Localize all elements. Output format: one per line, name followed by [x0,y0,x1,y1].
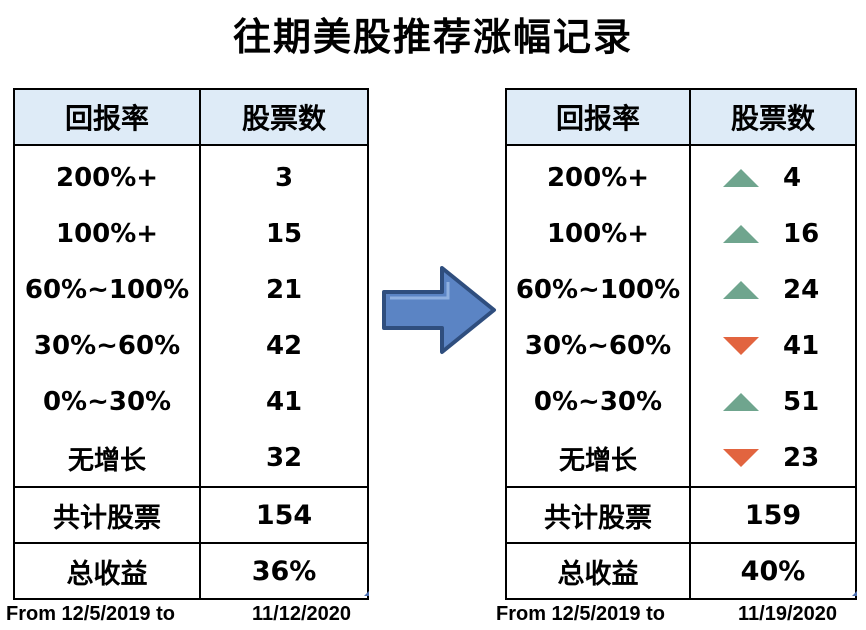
table-row: 30%~60% 42 [12,318,369,374]
rate-cell: 60%~100% [12,262,202,318]
count-cell: 24 [690,262,857,318]
triangle-down-icon [723,336,759,355]
total-label: 共计股票 [505,486,691,543]
rate-cell: 200%+ [12,145,202,206]
rate-cell: 无增长 [505,430,691,487]
right-table: 回报率 股票数 200%+ 4 100%+ 16 60%~100% 24 30%… [505,88,857,600]
count-cell: 23 [690,430,857,487]
rate-cell: 30%~60% [12,318,202,374]
count-cell: 42 [200,318,369,374]
count-cell: 21 [200,262,369,318]
table-row: 0%~30% 51 [505,374,857,430]
rate-cell: 0%~30% [505,374,691,430]
table-row: 60%~100% 21 [12,262,369,318]
rate-cell: 60%~100% [505,262,691,318]
left-table: 回报率 股票数 200%+ 3 100%+ 15 60%~100% 21 30%… [12,88,369,600]
table-row: 60%~100% 24 [505,262,857,318]
return-row: 总收益 40% [505,542,857,600]
rate-cell: 0%~30% [12,374,202,430]
count-cell: 51 [690,374,857,430]
return-value: 36% [199,542,369,600]
left-footer-to: 11/12/2020 [252,603,351,625]
count-cell: 41 [200,374,369,430]
count-value: 24 [783,274,820,305]
table-row: 无增长 32 [12,430,369,487]
table-header-row: 回报率 股票数 [505,88,857,146]
count-value: 4 [783,162,802,193]
return-label: 总收益 [12,542,202,600]
table-row: 100%+ 16 [505,206,857,262]
count-value: 23 [783,442,820,473]
left-footer-from: From 12/5/2019 to [6,603,175,625]
right-footer-from: From 12/5/2019 to [496,603,665,625]
count-cell: 4 [690,145,857,206]
count-value: 51 [783,386,820,417]
table-row: 30%~60% 41 [505,318,857,374]
triangle-up-icon [723,224,759,243]
rate-cell: 无增长 [12,430,202,487]
triangle-up-icon [723,392,759,411]
rate-cell: 100%+ [12,206,202,262]
right-footer-to: 11/19/2020 [738,603,837,625]
total-value: 159 [689,486,857,543]
count-value: 16 [783,218,820,249]
total-value: 154 [199,486,369,543]
rate-cell: 30%~60% [505,318,691,374]
total-label: 共计股票 [12,486,202,543]
total-row: 共计股票 159 [505,486,857,543]
right-table-panel: 回报率 股票数 200%+ 4 100%+ 16 60%~100% 24 30%… [505,88,857,600]
header-rate: 回报率 [505,88,691,146]
cell-corner-mark [852,591,857,596]
count-cell: 32 [200,430,369,487]
rate-cell: 200%+ [505,145,691,206]
table-row: 100%+ 15 [12,206,369,262]
count-value: 41 [783,330,820,361]
cell-corner-mark [364,591,369,596]
header-count: 股票数 [689,88,857,146]
table-row: 200%+ 3 [12,145,369,206]
page-title: 往期美股推荐涨幅记录 [232,15,633,59]
triangle-up-icon [723,168,759,187]
triangle-down-icon [723,448,759,467]
header-count: 股票数 [199,88,369,146]
table-row: 无增长 23 [505,430,857,487]
table-header-row: 回报率 股票数 [12,88,369,146]
return-label: 总收益 [505,542,691,600]
rate-cell: 100%+ [505,206,691,262]
count-cell: 41 [690,318,857,374]
header-rate: 回报率 [12,88,202,146]
return-row: 总收益 36% [12,542,369,600]
triangle-up-icon [723,280,759,299]
count-cell: 16 [690,206,857,262]
table-row: 0%~30% 41 [12,374,369,430]
left-table-panel: 回报率 股票数 200%+ 3 100%+ 15 60%~100% 21 30%… [12,88,369,600]
return-value: 40% [689,542,857,600]
right-arrow-icon [382,266,496,354]
table-row: 200%+ 4 [505,145,857,206]
count-cell: 3 [200,145,369,206]
count-cell: 15 [200,206,369,262]
total-row: 共计股票 154 [12,486,369,543]
